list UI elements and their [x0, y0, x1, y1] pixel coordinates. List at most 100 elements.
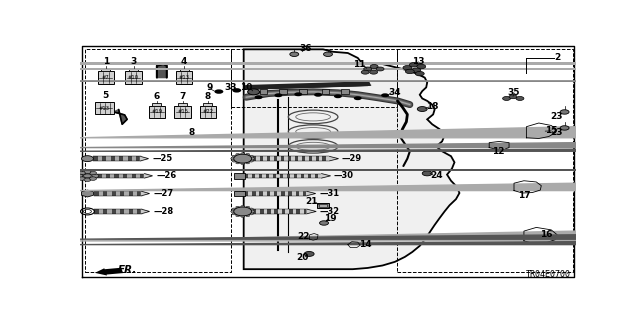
Bar — [303, 209, 307, 214]
Circle shape — [412, 68, 420, 72]
Bar — [273, 174, 276, 178]
Bar — [120, 209, 124, 214]
Polygon shape — [80, 227, 640, 243]
Circle shape — [81, 156, 93, 162]
Bar — [267, 209, 271, 214]
Bar — [311, 174, 315, 178]
Bar — [111, 156, 115, 161]
FancyArrow shape — [95, 268, 123, 276]
Bar — [259, 174, 262, 178]
Bar — [255, 191, 259, 196]
Circle shape — [84, 178, 91, 182]
Bar — [292, 209, 296, 214]
Circle shape — [236, 153, 240, 155]
Bar — [318, 174, 321, 178]
Text: 21: 21 — [305, 197, 318, 206]
Circle shape — [370, 70, 378, 74]
Bar — [94, 209, 99, 214]
Polygon shape — [80, 141, 640, 149]
Polygon shape — [244, 49, 460, 269]
Bar — [315, 174, 318, 178]
Text: FR.: FR. — [118, 265, 138, 275]
Circle shape — [415, 71, 424, 76]
Bar — [263, 191, 266, 196]
Bar — [137, 191, 141, 196]
Circle shape — [417, 107, 428, 111]
Text: #22: #22 — [202, 109, 214, 115]
Bar — [95, 102, 114, 115]
Circle shape — [275, 93, 282, 97]
Bar — [119, 174, 123, 178]
Circle shape — [232, 160, 236, 162]
Bar — [281, 191, 285, 196]
Bar — [298, 156, 301, 161]
Text: 2: 2 — [554, 53, 560, 63]
Circle shape — [90, 171, 97, 175]
Bar — [129, 209, 133, 214]
Bar — [140, 174, 145, 178]
Bar — [132, 156, 136, 161]
Circle shape — [248, 89, 260, 95]
Bar — [94, 191, 99, 196]
Bar — [180, 68, 189, 71]
Circle shape — [250, 155, 253, 157]
Text: 9: 9 — [207, 83, 213, 92]
Text: —25: —25 — [153, 154, 173, 163]
Bar — [102, 156, 106, 161]
Circle shape — [83, 174, 92, 178]
Text: #7: #7 — [102, 75, 109, 80]
Bar — [290, 174, 294, 178]
Circle shape — [84, 170, 91, 174]
Bar — [252, 191, 255, 196]
Bar — [98, 71, 114, 84]
Text: 7: 7 — [179, 92, 186, 101]
Bar — [269, 174, 273, 178]
Bar — [297, 174, 301, 178]
Circle shape — [354, 96, 362, 100]
Text: 8: 8 — [188, 128, 195, 137]
Bar — [303, 191, 307, 196]
Bar — [276, 174, 280, 178]
Text: 15: 15 — [545, 126, 557, 135]
Bar — [248, 191, 252, 196]
Circle shape — [232, 155, 236, 157]
Polygon shape — [141, 156, 148, 161]
Bar — [280, 174, 283, 178]
Bar — [267, 156, 270, 161]
Text: 8: 8 — [205, 92, 211, 101]
Polygon shape — [80, 145, 640, 151]
Circle shape — [246, 162, 250, 164]
Bar — [319, 204, 327, 207]
Bar — [294, 174, 297, 178]
Bar — [275, 209, 278, 214]
Bar — [305, 156, 308, 161]
Text: 12: 12 — [492, 147, 505, 156]
Bar — [116, 191, 120, 196]
Bar — [312, 156, 316, 161]
Polygon shape — [157, 64, 167, 78]
Bar — [244, 174, 248, 178]
Bar — [99, 209, 103, 214]
Circle shape — [90, 177, 97, 180]
Polygon shape — [141, 209, 150, 214]
Circle shape — [255, 95, 262, 99]
Circle shape — [405, 69, 414, 74]
Bar — [133, 209, 137, 214]
Circle shape — [236, 162, 240, 164]
Polygon shape — [81, 190, 93, 197]
Bar — [175, 106, 191, 118]
Bar — [273, 156, 277, 161]
Bar — [102, 174, 106, 178]
Circle shape — [241, 153, 244, 155]
Text: 6: 6 — [154, 92, 160, 101]
Polygon shape — [330, 156, 339, 161]
Bar — [152, 103, 161, 106]
Bar — [301, 156, 305, 161]
Circle shape — [92, 174, 99, 178]
Bar — [280, 156, 284, 161]
Bar — [115, 156, 119, 161]
Text: 23: 23 — [550, 112, 563, 122]
Polygon shape — [80, 234, 640, 240]
Text: 18: 18 — [426, 102, 438, 111]
Text: 35: 35 — [508, 88, 520, 97]
